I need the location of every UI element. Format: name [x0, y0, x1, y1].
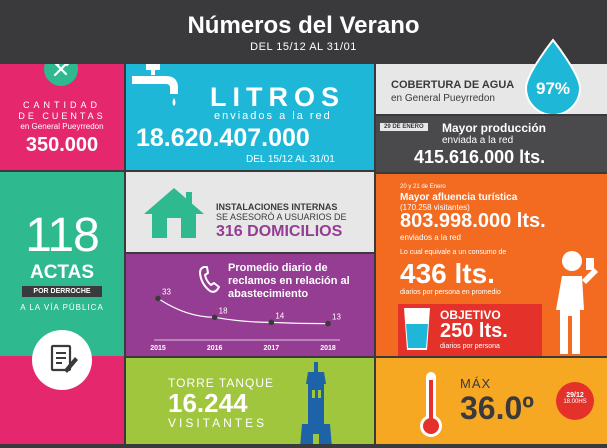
- cobertura-percent: 97%: [535, 79, 571, 98]
- chart-point: [155, 295, 161, 302]
- chart-tick-label: 2015: [150, 345, 166, 352]
- actas-sub: A LA VÍA PÚBLICA: [20, 303, 104, 312]
- person-drinking-icon: [542, 250, 602, 361]
- chart-data-label: 13: [332, 313, 341, 322]
- page-title: Números del Verano: [187, 12, 420, 39]
- litros-sub: enviados a la red: [214, 110, 332, 122]
- turistica-title: Mayor afluencia turística: [400, 192, 518, 203]
- temperatura-date: 29/12: [566, 392, 584, 399]
- litros-value: 18.620.407.000: [136, 124, 310, 152]
- document-icon: [32, 330, 92, 390]
- water-glass-icon: [402, 306, 432, 356]
- produccion-value: 415.616.000 lts.: [414, 147, 546, 167]
- cuentas-value: 350.000: [25, 134, 99, 156]
- chart-data-label: 14: [275, 311, 284, 320]
- instalaciones-panel: INSTALACIONES INTERNAS SE ASESORÓ A USUA…: [126, 172, 374, 252]
- actas-number: 118: [25, 209, 100, 262]
- chart-tick-label: 2017: [264, 345, 280, 352]
- phone-icon: [198, 264, 222, 299]
- turistica-consumo: 436 lts.: [400, 258, 495, 289]
- litros-period: DEL 15/12 AL 31/01: [246, 154, 335, 165]
- instalaciones-value: 316 DOMICILIOS: [216, 223, 343, 240]
- chart-point: [211, 314, 218, 321]
- temperatura-panel: MÁX 36.0º 29/12 18.00HS: [376, 358, 607, 448]
- turistica-visitors: (170.258 visitantes): [400, 203, 470, 212]
- temperatura-badge: 29/12 18.00HS: [556, 382, 594, 420]
- header: Números del Verano DEL 15/12 AL 31/01: [0, 0, 607, 62]
- turistica-value: 803.998.000 lts.: [400, 210, 546, 232]
- reclamos-panel: Promedio diario de reclamos en relación …: [126, 254, 374, 356]
- torre-line1: TORRE TANQUE: [168, 376, 275, 390]
- cuentas-panel: CANTIDAD DE CUENTAS en General Pueyrredo…: [0, 64, 124, 170]
- cobertura-sub: en General Pueyrredon: [391, 93, 495, 104]
- temperatura-label: MÁX: [460, 376, 492, 391]
- objetivo-value: 250 lts.: [440, 320, 508, 342]
- chart-data-label: 33: [162, 287, 171, 296]
- instalaciones-line2: SE ASESORÓ A USUARIOS DE: [216, 212, 347, 222]
- cuentas-line2: DE CUENTAS: [18, 111, 106, 121]
- torre-panel: TORRE TANQUE 16.244 VISITANTES: [126, 358, 374, 448]
- objetivo-panel: OBJETIVO 250 lts. diarios por persona: [398, 304, 542, 356]
- actas-panel: 118 ACTAS POR DERROCHE A LA VÍA PÚBLICA: [0, 172, 124, 356]
- tools-icon: [44, 64, 78, 86]
- chart-point: [268, 319, 275, 326]
- produccion-title: Mayor producción: [442, 121, 547, 135]
- temperatura-value: 36.0º: [460, 390, 534, 426]
- turistica-sub: enviados a la red: [400, 233, 461, 242]
- turistica-consumo-sub: diarios por persona en promedio: [400, 289, 501, 296]
- house-icon: [142, 186, 206, 245]
- page-subtitle: DEL 15/12 AL 31/01: [250, 41, 357, 53]
- chart-series-line: [157, 297, 329, 325]
- objetivo-label: OBJETIVO: [440, 308, 501, 322]
- chart-data-label: 18: [219, 306, 228, 315]
- torre-line2: VISITANTES: [168, 416, 268, 430]
- thermometer-icon: [418, 370, 444, 445]
- torre-value: 16.244: [168, 388, 248, 418]
- tower-icon: [298, 362, 334, 448]
- instalaciones-line1: INSTALACIONES INTERNAS: [216, 202, 338, 212]
- litros-title: LITROS: [210, 82, 345, 112]
- objetivo-sub: diarios por persona: [440, 343, 500, 350]
- produccion-panel: 29 DE ENERO Mayor producción enviada a l…: [376, 116, 607, 172]
- faucet-icon: [130, 64, 190, 115]
- chart-point: [325, 320, 331, 327]
- produccion-date: 29 DE ENERO: [380, 123, 428, 131]
- water-drop-icon: [522, 38, 584, 116]
- temperatura-time: 18.00HS: [563, 399, 587, 405]
- actas-label: ACTAS: [29, 262, 95, 283]
- reclamos-title: Promedio diario de reclamos en relación …: [228, 262, 350, 300]
- turistica-date: 20 y 21 de Enero: [400, 184, 446, 190]
- litros-panel: LITROS enviados a la red 18.620.407.000 …: [126, 64, 374, 170]
- actas-badge: POR DERROCHE: [22, 286, 102, 297]
- chart-tick-label: 2016: [207, 345, 223, 352]
- turistica-equiv: Lo cual equivale a un consumo de: [400, 249, 507, 256]
- produccion-sub: enviada a la red: [442, 135, 514, 146]
- cobertura-title: COBERTURA DE AGUA: [391, 79, 515, 91]
- reclamos-chart: 33 2015 18 2016 14 2017 13 2018: [150, 287, 341, 352]
- chart-tick-label: 2018: [320, 345, 336, 352]
- cuentas-line1: CANTIDAD: [22, 100, 101, 110]
- footer-strip: [0, 444, 607, 448]
- cuentas-line3: en General Pueyrredon: [20, 122, 104, 131]
